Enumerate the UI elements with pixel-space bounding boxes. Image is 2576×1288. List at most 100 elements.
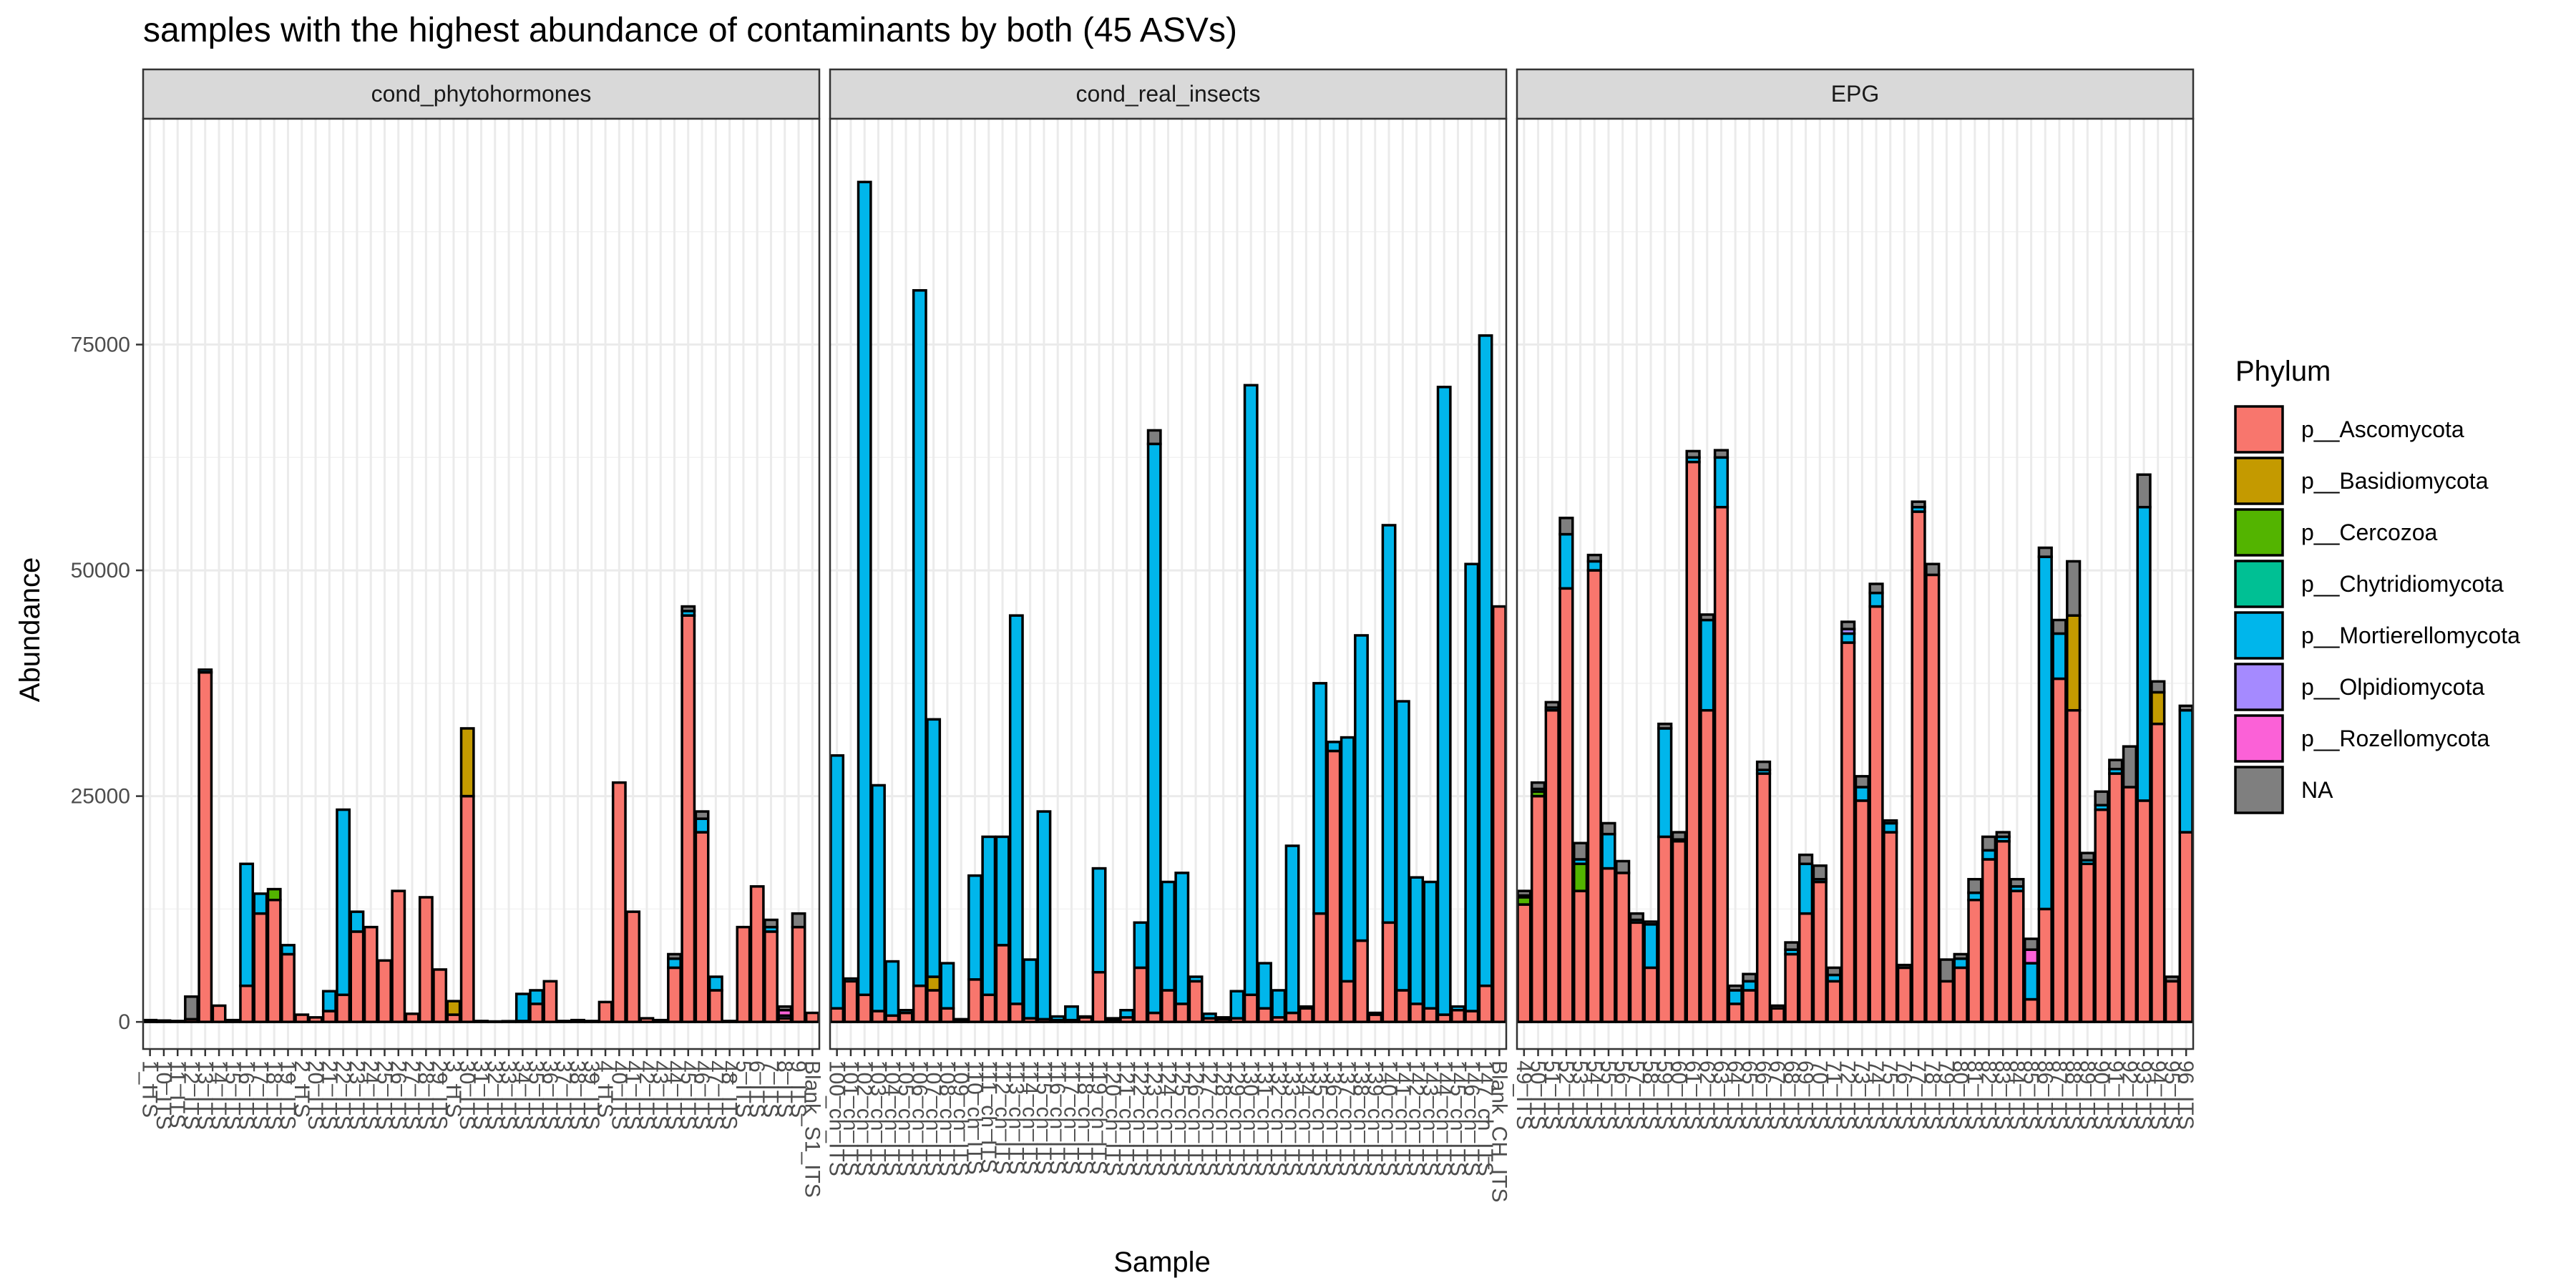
bar-segment — [280, 952, 296, 1023]
bar-segment — [1091, 867, 1107, 974]
x-tick-label: 116_ch_ITS — [1045, 1060, 1069, 1175]
x-tick-label: 112_ch_ITS — [990, 1060, 1014, 1175]
bar-segment — [1896, 966, 1913, 1023]
bar-segment — [197, 668, 213, 674]
bar-segment — [1713, 449, 1729, 459]
x-tick-label: 5_ITS — [731, 1060, 755, 1118]
bar-segment — [2037, 555, 2053, 911]
x-tick-label: 127_ch_ITS — [1197, 1060, 1221, 1176]
x-tick-label: Blank_S1_ITS — [800, 1060, 824, 1198]
bar-segment — [940, 1007, 955, 1023]
bars — [1516, 449, 2194, 1023]
x-tick-label: 3_ITS — [441, 1060, 465, 1118]
legend-item: p__Basidiomycota — [2234, 457, 2489, 505]
x-tick-label: 146_ch_ITS — [1460, 1060, 1483, 1176]
bar-segment — [501, 1020, 517, 1023]
x-tick-label: 31_ITS — [469, 1060, 493, 1130]
bar-segment — [2178, 708, 2194, 834]
bar-segment — [1671, 831, 1687, 841]
x-tick-label: 13_ITS — [193, 1060, 217, 1130]
bar-segment — [418, 896, 434, 1023]
x-tick-label: 30_ITS — [455, 1060, 479, 1130]
bar-segment — [184, 995, 199, 1021]
bar-segment — [2136, 473, 2152, 509]
legend-swatch — [2234, 766, 2284, 814]
x-tick-label: 143_ch_ITS — [1418, 1060, 1442, 1176]
x-tick-label: 9_ITS — [786, 1060, 810, 1118]
legend-item: p__Chytridiomycota — [2234, 560, 2504, 608]
x-tick-label: 63_ITS — [1709, 1060, 1732, 1130]
x-tick-label: 120_ch_ITS — [1101, 1060, 1124, 1176]
bar-segment — [1629, 921, 1644, 1023]
bar-segment — [197, 670, 213, 1023]
x-tick-label: 74_ITS — [1864, 1060, 1888, 1130]
bar-segment — [967, 978, 982, 1023]
x-tick-label: 64_ITS — [1723, 1060, 1747, 1130]
bar-segment — [1188, 980, 1204, 1023]
x-tick-label: 43_ITS — [648, 1060, 672, 1130]
facet-strip-label: cond_real_insects — [1076, 81, 1261, 107]
x-tick-label: 108_ch_ITS — [935, 1060, 959, 1176]
bar-segment — [1727, 989, 1743, 1005]
x-tick-label: 55_ITS — [1596, 1060, 1620, 1130]
bar-segment — [1826, 980, 1842, 1023]
bar-segment — [142, 1018, 158, 1023]
bar-segment — [2108, 772, 2124, 1023]
x-tick-label: 45_ITS — [676, 1060, 700, 1130]
bar-segment — [912, 984, 927, 1023]
bar-segment — [1883, 819, 1898, 825]
x-tick-label: 21_ITS — [317, 1060, 341, 1130]
bar-segment — [1464, 1010, 1480, 1023]
x-tick-label: 71_ITS — [1822, 1060, 1845, 1130]
x-tick-label: 38_ITS — [566, 1060, 590, 1130]
bar-segment — [953, 1018, 969, 1022]
legend-swatch — [2234, 405, 2284, 454]
bar-segment — [1478, 334, 1493, 987]
x-tick-label: 53_ITS — [1568, 1060, 1592, 1130]
x-tick-label: 77_ITS — [1906, 1060, 1930, 1130]
x-tick-label: 94_ITS — [2146, 1060, 2170, 1130]
bar-segment — [1643, 923, 1659, 970]
bar-segment — [1727, 984, 1743, 992]
x-tick-label: 67_ITS — [1765, 1060, 1789, 1130]
x-tick-label: 11_ITS — [165, 1060, 189, 1128]
x-tick-label: 66_ITS — [1752, 1060, 1775, 1130]
bar-segment — [680, 605, 696, 613]
bar-segment — [912, 289, 927, 987]
x-tick-label: 46_ITS — [690, 1060, 713, 1130]
bar-segment — [2094, 790, 2109, 806]
x-tick-label: 37_ITS — [552, 1060, 575, 1130]
bar-segment — [1491, 605, 1507, 1023]
x-tick-label: 22_ITS — [331, 1060, 355, 1130]
bar-segment — [1409, 1002, 1425, 1023]
bar-segment — [1657, 835, 1673, 1023]
x-tick-label: 56_ITS — [1611, 1060, 1634, 1130]
bar-segment — [2122, 786, 2138, 1023]
bar-segment — [981, 993, 997, 1023]
bar-segment — [1812, 880, 1828, 1023]
x-tick-label: 65_ITS — [1737, 1060, 1761, 1130]
x-tick-label: 132_ch_ITS — [1267, 1060, 1290, 1176]
bar-segment — [170, 1020, 185, 1023]
x-tick-label: 131_ch_ITS — [1253, 1060, 1277, 1176]
legend-label: p__Basidiomycota — [2301, 468, 2489, 494]
bar-segment — [1284, 844, 1300, 1015]
bar-segment — [763, 930, 779, 1023]
legend-label: p__Rozellomycota — [2301, 726, 2489, 751]
x-tick-label: 47_ITS — [703, 1060, 727, 1130]
bar-segment — [1271, 989, 1287, 1019]
bar-segment — [1105, 1017, 1121, 1022]
bar-segment — [843, 980, 859, 1023]
x-tick-label: 81_ITS — [1963, 1060, 1986, 1130]
bar-segment — [2051, 618, 2067, 635]
bar-segment — [1423, 1007, 1438, 1023]
facet-strip-label: EPG — [1831, 81, 1880, 107]
bar-segment — [432, 968, 448, 1023]
x-tick-label: 35_ITS — [525, 1060, 548, 1130]
bar-segment — [1326, 749, 1342, 1023]
x-tick-label: Blank_CH_ITS — [1487, 1060, 1511, 1202]
legend-swatch — [2234, 560, 2284, 608]
x-tick-label: 28_ITS — [414, 1060, 437, 1130]
x-tick-label: 29_ITS — [428, 1060, 452, 1130]
x-tick-label: 96_ITS — [2174, 1060, 2197, 1130]
